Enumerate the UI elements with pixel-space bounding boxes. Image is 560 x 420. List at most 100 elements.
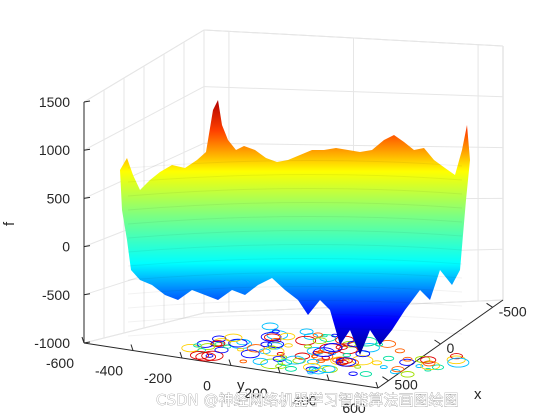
contour-ring [422, 360, 436, 367]
contour-ring [415, 364, 424, 369]
contour-ring [312, 332, 324, 338]
surface-mesh-line [127, 299, 463, 309]
surface-mesh-line [127, 215, 463, 225]
surface-mesh-line [127, 285, 463, 295]
y-axis-label: y [237, 377, 245, 394]
contour-ring [391, 366, 405, 373]
z-tick-mark [83, 148, 91, 151]
x-tick-label: 500 [394, 377, 418, 393]
contour-ring [342, 353, 352, 358]
y-tick-label: -200 [144, 370, 172, 386]
x-tick-label: 0 [447, 340, 455, 356]
contour-ring [348, 371, 358, 376]
surface-mesh-line [127, 229, 463, 239]
contour-ring [399, 358, 415, 366]
contour-ring [236, 338, 250, 346]
contour-ring [317, 350, 324, 354]
surface-mesh-line [127, 173, 463, 183]
contour-ring [214, 346, 229, 354]
contour-ring [394, 348, 406, 354]
contour-ring [262, 346, 285, 357]
contour-ring [371, 360, 383, 366]
contour-ring [402, 356, 413, 362]
x-tick-mark [434, 339, 441, 345]
contour-ring [400, 371, 415, 378]
contour-ring [285, 355, 305, 365]
z-tick-label: 1000 [39, 142, 70, 158]
contour-ring [200, 343, 216, 351]
contour-ring [317, 364, 336, 374]
contour-ring [205, 353, 214, 358]
z-tick-label: 1500 [39, 94, 70, 110]
contour-ring [311, 354, 318, 359]
contour-ring [223, 344, 232, 349]
surface-mesh-line [127, 313, 463, 323]
surface-body [120, 100, 470, 355]
y-tick-mark [375, 381, 379, 389]
y-tick-label: 600 [342, 400, 366, 416]
z-tick-label: -1000 [34, 335, 70, 351]
z-tick-mark [83, 100, 91, 103]
contour-ring [224, 333, 243, 342]
contour-ring [261, 322, 279, 331]
surface-plot [120, 100, 470, 355]
contour-ring [383, 355, 395, 362]
z-tick-mark [83, 293, 91, 296]
contour-ring [201, 350, 224, 361]
contour-ring [336, 359, 349, 366]
y-tick-mark [81, 336, 85, 344]
surface-mesh-line [127, 243, 463, 253]
contour-ring [355, 350, 371, 358]
contour-ring [446, 355, 466, 365]
y-tick-label: 200 [244, 385, 268, 401]
contour-ring [228, 338, 248, 348]
contour-ring [275, 363, 287, 369]
y-tick-mark [228, 359, 232, 366]
contour-ring [303, 344, 312, 349]
y-tick-label: -600 [46, 355, 74, 371]
contour-ring [181, 343, 200, 353]
contour-plane [181, 322, 470, 378]
x-axis-label: x [474, 386, 482, 403]
contour-ring [307, 358, 320, 365]
contour-ring [312, 337, 328, 345]
y-tick-mark [326, 374, 330, 381]
contour-ring [414, 355, 431, 363]
x-tick-label: -500 [499, 303, 527, 319]
x-tick-mark [382, 376, 389, 382]
contour-ring [447, 357, 470, 368]
x-tick-mark [486, 302, 493, 308]
y-tick-label: 0 [203, 378, 211, 394]
surface-mesh-line [127, 271, 463, 281]
surface-mesh-line [127, 187, 463, 197]
z-tick-label: -500 [42, 287, 70, 303]
z-tick-label: 0 [62, 239, 70, 255]
watermark: CSDN @神经网络机器学习智能算法画图绘图 [156, 391, 459, 409]
contour-ring [284, 343, 293, 348]
y-tick-mark [277, 366, 281, 374]
contour-ring [431, 364, 445, 371]
contour-ring [279, 332, 296, 341]
contour-ring [379, 365, 388, 370]
z-tick-mark [83, 341, 91, 344]
z-tick-mark [83, 196, 91, 199]
contour-ring [335, 357, 357, 367]
contour-ring [252, 357, 268, 365]
y-tick-label: -400 [95, 363, 123, 379]
surface-mesh-line [127, 159, 463, 169]
z-tick-mark [83, 245, 91, 248]
z-tick-label: 500 [47, 190, 71, 206]
contour-ring [450, 353, 463, 360]
contour-ring [240, 349, 260, 359]
contour-ring [354, 365, 362, 369]
contour-ring [237, 347, 244, 352]
contour-ring [280, 355, 288, 359]
z-axis-ticks: -1000 -500 0 500 1000 1500 [34, 94, 91, 351]
contour-ring [277, 359, 293, 366]
contour-ring [295, 335, 317, 346]
y-axis-ticks: -600 -400 -200 0 200 400 600 [46, 336, 379, 416]
surface-mesh-line [127, 327, 463, 337]
x-axis-ticks: -500 0 500 [382, 302, 527, 393]
contour-ring [323, 343, 343, 352]
